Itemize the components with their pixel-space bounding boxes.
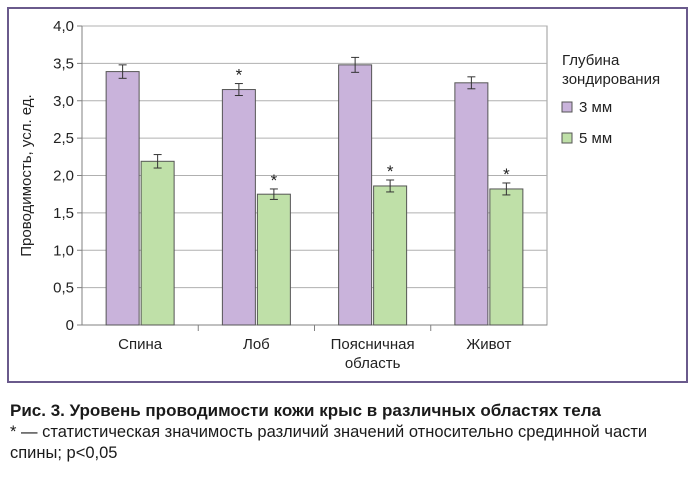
significance-marker: * bbox=[271, 171, 278, 190]
y-tick-label: 2,0 bbox=[53, 168, 74, 185]
x-tick-label: Спина bbox=[118, 336, 163, 353]
x-tick-label: Поясничная bbox=[331, 336, 415, 353]
bar-chart: 0 0,5 1,0 1,5 2,0 2,5 3,0 3,5 4,0 Проводимость, у… bbox=[18, 18, 660, 372]
significance-marker: * bbox=[503, 165, 510, 184]
bar bbox=[256, 193, 291, 326]
legend-title: Глубина bbox=[562, 52, 620, 69]
bar bbox=[338, 64, 373, 326]
y-tick-label: 1,5 bbox=[53, 205, 74, 222]
y-axis-label: Проводимость, усл. ед. bbox=[18, 94, 35, 256]
legend-swatch bbox=[561, 101, 573, 113]
y-tick-label: 2,5 bbox=[53, 130, 74, 147]
significance-marker: * bbox=[236, 66, 243, 85]
figure-frame: 0 0,5 1,0 1,5 2,0 2,5 3,0 3,5 4,0 Проводимость, у… bbox=[7, 7, 688, 383]
y-tick-label: 3,5 bbox=[53, 55, 74, 72]
y-tick-label: 1,0 bbox=[53, 242, 74, 259]
bar bbox=[140, 160, 175, 326]
x-tick-label: область bbox=[345, 355, 401, 372]
caption-note: * — статистическая значимость различий з… bbox=[10, 423, 648, 462]
figure-caption: Рис. 3. Уровень проводимости кожи крыс в… bbox=[10, 400, 690, 464]
y-tick-label: 4,0 bbox=[53, 18, 74, 35]
legend-swatch bbox=[561, 132, 573, 144]
caption-title: Рис. 3. Уровень проводимости кожи крыс в… bbox=[10, 401, 601, 420]
legend-entry: 5 мм bbox=[579, 130, 612, 147]
bar bbox=[489, 188, 524, 326]
significance-marker: * bbox=[387, 162, 394, 181]
y-tick-label: 0,5 bbox=[53, 280, 74, 297]
bar bbox=[221, 89, 256, 326]
bar bbox=[373, 185, 408, 326]
legend-title: зондирования bbox=[562, 71, 660, 88]
bar bbox=[105, 71, 140, 326]
legend-entry: 3 мм bbox=[579, 99, 612, 116]
y-tick-label: 3,0 bbox=[53, 93, 74, 110]
x-tick-label: Живот bbox=[466, 336, 511, 353]
x-tick-label: Лоб bbox=[243, 336, 270, 353]
bar bbox=[454, 82, 489, 326]
y-tick-label: 0 bbox=[66, 317, 74, 334]
